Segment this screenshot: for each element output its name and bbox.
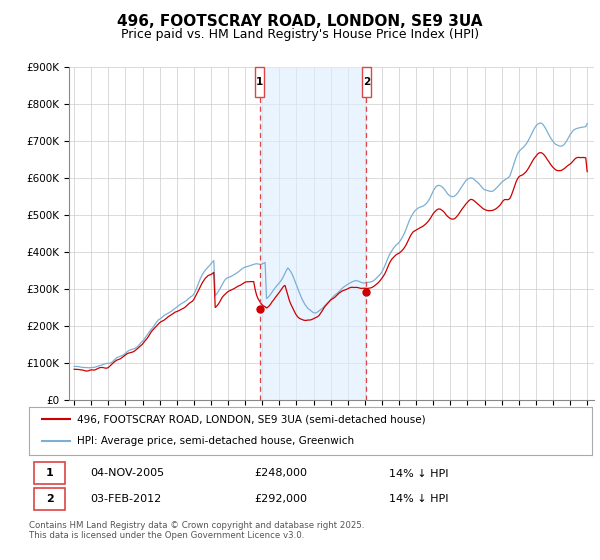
Text: 1: 1 xyxy=(256,77,263,87)
Text: 14% ↓ HPI: 14% ↓ HPI xyxy=(389,494,448,504)
Bar xyxy=(34,463,65,484)
Text: 14% ↓ HPI: 14% ↓ HPI xyxy=(389,469,448,478)
Text: 1: 1 xyxy=(46,469,54,478)
Text: Contains HM Land Registry data © Crown copyright and database right 2025.
This d: Contains HM Land Registry data © Crown c… xyxy=(29,521,364,540)
Text: 496, FOOTSCRAY ROAD, LONDON, SE9 3UA (semi-detached house): 496, FOOTSCRAY ROAD, LONDON, SE9 3UA (se… xyxy=(77,414,425,424)
Text: HPI: Average price, semi-detached house, Greenwich: HPI: Average price, semi-detached house,… xyxy=(77,436,354,446)
Bar xyxy=(34,488,65,510)
Bar xyxy=(260,67,367,400)
Text: 2: 2 xyxy=(46,494,54,504)
Text: 03-FEB-2012: 03-FEB-2012 xyxy=(91,494,162,504)
Text: 2: 2 xyxy=(363,77,370,87)
Text: 04-NOV-2005: 04-NOV-2005 xyxy=(91,469,165,478)
Text: 496, FOOTSCRAY ROAD, LONDON, SE9 3UA: 496, FOOTSCRAY ROAD, LONDON, SE9 3UA xyxy=(117,14,483,29)
Text: Price paid vs. HM Land Registry's House Price Index (HPI): Price paid vs. HM Land Registry's House … xyxy=(121,28,479,41)
FancyBboxPatch shape xyxy=(362,67,371,97)
Text: £248,000: £248,000 xyxy=(254,469,307,478)
Text: £292,000: £292,000 xyxy=(254,494,307,504)
FancyBboxPatch shape xyxy=(255,67,265,97)
